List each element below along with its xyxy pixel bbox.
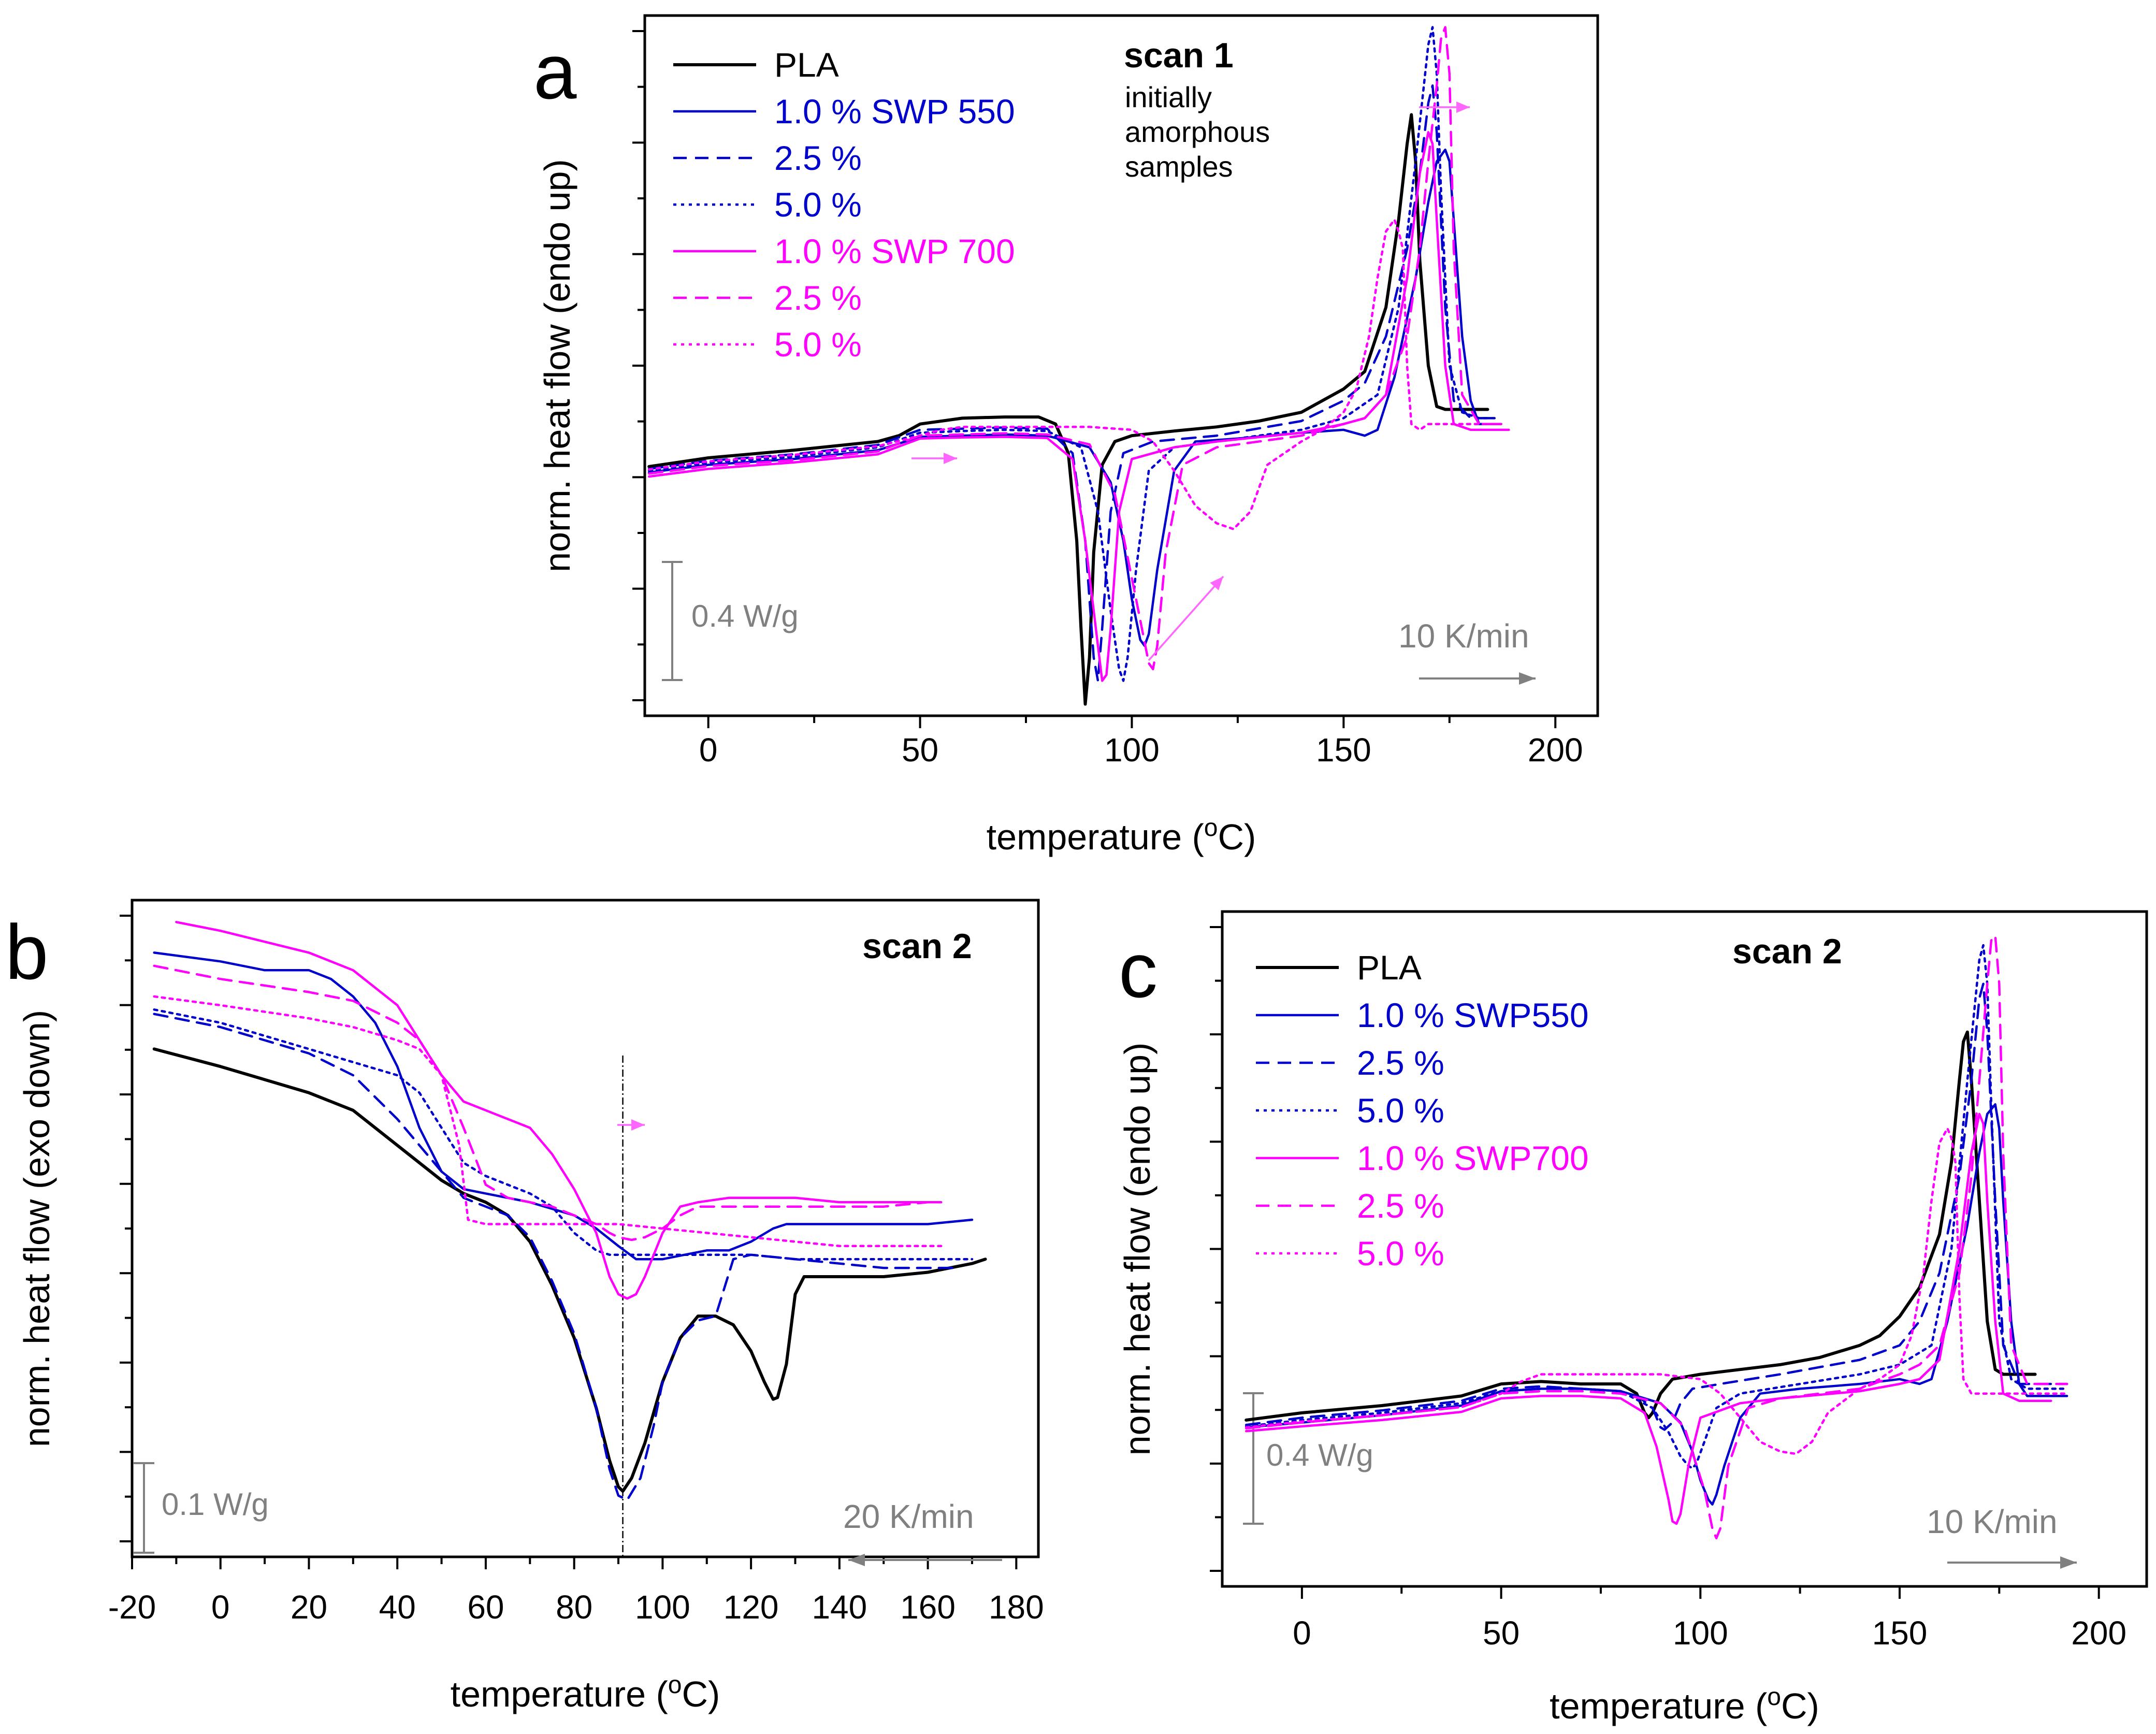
legend-label: 2.5 % [774, 139, 862, 177]
x-tick-label: 0 [699, 731, 718, 769]
x-tick-label: 0 [211, 1588, 230, 1626]
x-tick-label: 150 [1316, 731, 1371, 769]
legend-label: 5.0 % [1357, 1091, 1444, 1130]
chart-subtitle-line: amorphous [1125, 115, 1270, 148]
x-tick-label: 0 [1293, 1614, 1311, 1652]
x-tick-label: 200 [2071, 1614, 2126, 1652]
x-tick-label: 120 [724, 1588, 779, 1626]
chart-subtitle-line: samples [1125, 150, 1233, 183]
x-axis-label: temperature (oC) [1550, 1683, 1819, 1726]
x-tick-label: 50 [902, 731, 938, 769]
shift-arrow-cryst [1148, 575, 1224, 661]
x-tick-label: 180 [989, 1588, 1044, 1626]
x-axis-label-main: temperature ( [451, 1674, 668, 1714]
chart-title: scan 2 [862, 927, 972, 966]
series-line-4 [647, 131, 1510, 682]
panel-label-a: a [533, 28, 577, 115]
series-line-0 [152, 1047, 987, 1493]
shift-arrow-scan2-head-icon [631, 1119, 645, 1131]
legend-label: 2.5 % [774, 279, 862, 317]
series-line-5 [153, 964, 943, 1241]
shift-arrow-melt-head-icon [1456, 102, 1470, 113]
scale-bar-label: 0.1 W/g [162, 1487, 269, 1522]
plot-area [1245, 934, 2068, 1540]
series-line-6 [647, 219, 1506, 530]
shift-arrow-glass-head-icon [944, 453, 957, 464]
x-tick-label: 20 [291, 1588, 327, 1626]
rate-arrow-head-icon [1519, 672, 1536, 685]
x-tick-label: 200 [1528, 731, 1583, 769]
series-line-6 [1245, 1127, 2068, 1455]
legend-label: 5.0 % [774, 325, 862, 364]
x-axis-label: temperature (oC) [451, 1671, 720, 1714]
panel-label-b: b [5, 908, 48, 995]
rate-arrow-head-icon [848, 1554, 865, 1566]
panel-label-c: c [1119, 927, 1157, 1014]
series-line-3 [153, 1008, 974, 1261]
series-line-2 [647, 84, 1493, 682]
series-line-5 [1245, 934, 2068, 1540]
series-line-2 [1245, 982, 2068, 1431]
x-axis-label-main: temperature ( [987, 817, 1204, 857]
x-tick-label: 140 [812, 1588, 867, 1626]
x-axis-label-degree: o [668, 1671, 682, 1699]
y-axis-label: norm. heat flow (exo down) [17, 1010, 57, 1447]
chart-title: scan 1 [1124, 36, 1234, 75]
x-axis-label-main: temperature ( [1550, 1686, 1767, 1726]
series-line-5 [647, 26, 1502, 671]
legend-label: PLA [774, 46, 839, 84]
y-axis-label: norm. heat flow (endo up) [1117, 1043, 1157, 1456]
legend-label: 1.0 % SWP550 [1357, 996, 1589, 1034]
series-line-1 [153, 951, 974, 1261]
plot-area [647, 26, 1510, 706]
chart-panel-a: a 0 50 100 150 200 temperature (oC) norm. heat … [533, 14, 1599, 857]
x-axis-label-unit: C) [1781, 1686, 1819, 1726]
chart-subtitle-line: initially [1125, 81, 1212, 113]
x-tick-label: -20 [108, 1588, 156, 1626]
legend-label: 2.5 % [1357, 1044, 1444, 1082]
legend-label: 1.0 % SWP700 [1357, 1139, 1589, 1177]
x-tick-label: 50 [1483, 1614, 1520, 1652]
x-tick-label: 40 [379, 1588, 416, 1626]
x-tick-label: 100 [635, 1588, 690, 1626]
scale-bar-label: 0.4 W/g [1266, 1438, 1373, 1472]
legend-label: 2.5 % [1357, 1187, 1444, 1225]
shift-arrow-cryst-head-icon [1210, 576, 1223, 590]
x-tick-label: 160 [900, 1588, 956, 1626]
chart-panel-b: b -20 0 20 40 60 80 100 120 140 160 180 temperature … [5, 899, 1044, 1714]
x-tick-label: 60 [467, 1588, 504, 1626]
legend-label: 1.0 % SWP 550 [774, 92, 1015, 131]
scale-bar-label: 0.4 W/g [691, 599, 799, 633]
legend-label: 5.0 % [774, 185, 862, 224]
series-line-4 [1245, 1112, 2052, 1525]
x-tick-label: 100 [1673, 1614, 1728, 1652]
x-tick-label: 80 [556, 1588, 592, 1626]
legend-label: 5.0 % [1357, 1234, 1444, 1273]
rate-label: 10 K/min [1927, 1503, 2058, 1540]
x-axis-label-degree: o [1204, 814, 1218, 842]
y-axis-label: norm. heat flow (endo up) [537, 159, 577, 572]
rate-arrow-head-icon [2060, 1556, 2077, 1569]
x-tick-label: 150 [1872, 1614, 1928, 1652]
x-tick-label: 100 [1104, 731, 1160, 769]
rate-label: 10 K/min [1398, 617, 1529, 655]
x-axis-label-degree: o [1767, 1683, 1781, 1711]
x-axis-label: temperature (oC) [987, 814, 1256, 857]
chart-title: scan 2 [1732, 932, 1842, 971]
series-line-4 [175, 921, 943, 1300]
rate-label: 20 K/min [843, 1498, 974, 1535]
plot-area [152, 921, 987, 1501]
chart-panel-c: c 0 50 100 150 200 temperature (oC) norm. heat … [1117, 910, 2148, 1726]
x-axis-label-unit: C) [682, 1674, 720, 1714]
series-line-6 [153, 995, 943, 1248]
legend-label: 1.0 % SWP 700 [774, 232, 1015, 270]
series-line-0 [647, 113, 1489, 706]
x-axis-label-unit: C) [1218, 817, 1256, 857]
legend-label: PLA [1357, 948, 1422, 987]
